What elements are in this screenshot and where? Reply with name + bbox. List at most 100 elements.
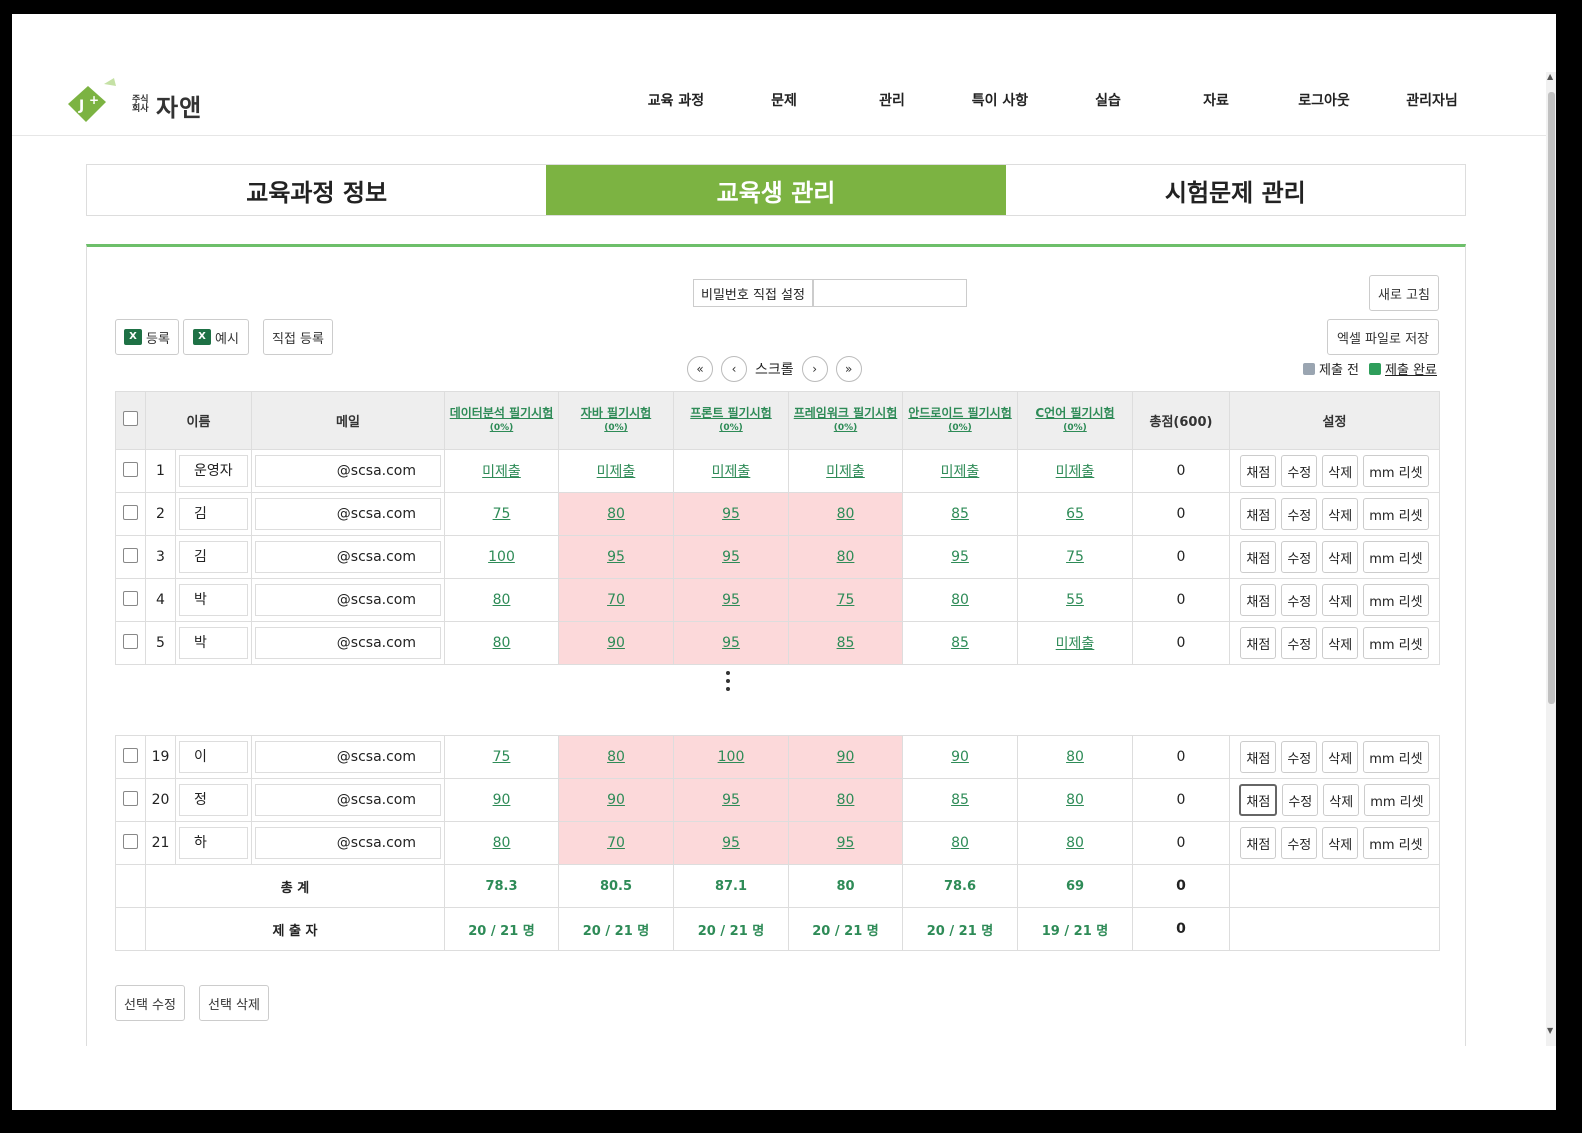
grade-button[interactable]: 채점 <box>1239 784 1278 816</box>
reset-button[interactable]: mm 리셋 <box>1363 455 1429 487</box>
score-link[interactable]: 70 <box>607 592 625 608</box>
score-link[interactable]: 미제출 <box>711 464 751 480</box>
scrollbar-thumb[interactable] <box>1548 92 1555 704</box>
name-field[interactable]: 이 <box>179 741 248 773</box>
name-field[interactable]: 박 <box>179 627 248 659</box>
scroll-prev-icon[interactable]: ‹ <box>721 356 747 382</box>
name-field[interactable]: 하 <box>179 827 248 859</box>
score-link[interactable]: 75 <box>492 749 511 765</box>
score-link[interactable]: 80 <box>1066 792 1084 808</box>
score-link[interactable]: 미제출 <box>482 464 521 480</box>
grade-button[interactable]: 채점 <box>1240 498 1277 530</box>
row-checkbox[interactable] <box>123 790 138 806</box>
score-link[interactable]: 90 <box>836 749 855 765</box>
edit-button[interactable]: 수정 <box>1281 541 1318 573</box>
mail-field[interactable]: @scsa.com <box>255 827 441 859</box>
excel-register-button[interactable]: X 등록 <box>115 319 179 355</box>
score-link[interactable]: 95 <box>722 635 740 651</box>
score-link[interactable]: 90 <box>607 792 625 808</box>
grade-button[interactable]: 채점 <box>1240 741 1277 773</box>
row-checkbox[interactable] <box>123 747 138 763</box>
password-input[interactable] <box>813 279 967 307</box>
row-checkbox[interactable] <box>123 633 138 649</box>
delete-button[interactable]: 삭제 <box>1322 827 1359 859</box>
score-link[interactable]: 95 <box>607 549 625 565</box>
excel-save-button[interactable]: 엑셀 파일로 저장 <box>1327 319 1439 355</box>
grade-button[interactable]: 채점 <box>1240 455 1277 487</box>
row-checkbox[interactable] <box>123 547 138 563</box>
score-link[interactable]: 95 <box>722 835 740 851</box>
score-link[interactable]: 95 <box>722 549 740 565</box>
score-link[interactable]: 80 <box>607 749 625 765</box>
mail-field[interactable]: @scsa.com <box>255 627 441 659</box>
exam-title[interactable]: 프레임워크 필기시험 <box>793 406 898 420</box>
score-link[interactable]: 95 <box>722 592 740 608</box>
score-link[interactable]: 70 <box>607 835 625 851</box>
refresh-button[interactable]: 새로 고침 <box>1369 275 1439 311</box>
score-link[interactable]: 90 <box>492 792 511 808</box>
legend-done-label[interactable]: 제출 완료 <box>1385 363 1437 378</box>
row-checkbox[interactable] <box>123 590 138 606</box>
nav-logout[interactable]: 로그아웃 <box>1298 93 1350 109</box>
scroll-up-arrow-icon[interactable]: ▲ <box>1547 72 1554 81</box>
mail-field[interactable]: @scsa.com <box>255 784 441 816</box>
row-checkbox[interactable] <box>123 833 138 849</box>
score-link[interactable]: 75 <box>836 592 855 608</box>
reset-button[interactable]: mm 리셋 <box>1363 584 1429 616</box>
edit-selected-button[interactable]: 선택 수정 <box>115 985 185 1021</box>
score-link[interactable]: 80 <box>951 835 969 851</box>
nav-education[interactable]: 교육 과정 <box>647 93 705 109</box>
row-checkbox[interactable] <box>123 461 138 477</box>
tab-course-info[interactable]: 교육과정 정보 <box>246 178 388 207</box>
grade-button[interactable]: 채점 <box>1240 827 1277 859</box>
delete-button[interactable]: 삭제 <box>1323 784 1360 816</box>
name-field[interactable]: 운영자 <box>179 455 248 487</box>
score-link[interactable]: 80 <box>1066 749 1084 765</box>
score-link[interactable]: 80 <box>836 549 855 565</box>
score-link[interactable]: 80 <box>836 792 855 808</box>
score-link[interactable]: 85 <box>836 635 855 651</box>
grade-button[interactable]: 채점 <box>1240 541 1277 573</box>
delete-selected-button[interactable]: 선택 삭제 <box>199 985 269 1021</box>
score-link[interactable]: 미제출 <box>826 464 865 480</box>
edit-button[interactable]: 수정 <box>1281 584 1318 616</box>
nav-resources[interactable]: 자료 <box>1203 93 1229 109</box>
delete-button[interactable]: 삭제 <box>1322 584 1359 616</box>
score-link[interactable]: 100 <box>488 549 515 565</box>
score-link[interactable]: 55 <box>1066 592 1084 608</box>
name-field[interactable]: 박 <box>179 584 248 616</box>
score-link[interactable]: 미제출 <box>1055 636 1095 652</box>
score-link[interactable]: 80 <box>836 506 855 522</box>
score-link[interactable]: 75 <box>1066 549 1084 565</box>
score-link[interactable]: 85 <box>951 635 969 651</box>
score-link[interactable]: 65 <box>1066 506 1084 522</box>
reset-button[interactable]: mm 리셋 <box>1363 827 1429 859</box>
name-field[interactable]: 정 <box>179 784 248 816</box>
col-exam-1[interactable]: 데이터분석 필기시험 (0%) <box>444 391 559 450</box>
delete-button[interactable]: 삭제 <box>1322 455 1359 487</box>
mail-field[interactable]: @scsa.com <box>255 455 441 487</box>
score-link[interactable]: 80 <box>1066 835 1084 851</box>
score-link[interactable]: 75 <box>492 506 511 522</box>
select-all-checkbox[interactable] <box>123 411 138 426</box>
reset-button[interactable]: mm 리셋 <box>1363 741 1429 773</box>
col-exam-3[interactable]: 프론트 필기시험 (0%) <box>673 391 789 450</box>
col-exam-4[interactable]: 프레임워크 필기시험 (0%) <box>788 391 903 450</box>
scroll-first-icon[interactable]: « <box>687 356 713 382</box>
edit-button[interactable]: 수정 <box>1281 455 1318 487</box>
nav-notes[interactable]: 특이 사항 <box>971 93 1029 109</box>
scroll-next-icon[interactable]: › <box>801 356 828 382</box>
score-link[interactable]: 80 <box>492 592 511 608</box>
col-exam-6[interactable]: C언어 필기시험 (0%) <box>1017 391 1133 450</box>
mail-field[interactable]: @scsa.com <box>255 498 441 530</box>
score-link[interactable]: 95 <box>836 835 855 851</box>
mail-field[interactable]: @scsa.com <box>255 584 441 616</box>
mail-field[interactable]: @scsa.com <box>255 741 441 773</box>
delete-button[interactable]: 삭제 <box>1322 541 1359 573</box>
delete-button[interactable]: 삭제 <box>1322 741 1359 773</box>
score-link[interactable]: 90 <box>607 635 625 651</box>
nav-practice[interactable]: 실습 <box>1095 93 1121 109</box>
grade-button[interactable]: 채점 <box>1240 584 1277 616</box>
reset-button[interactable]: mm 리셋 <box>1363 627 1429 659</box>
edit-button[interactable]: 수정 <box>1281 827 1318 859</box>
